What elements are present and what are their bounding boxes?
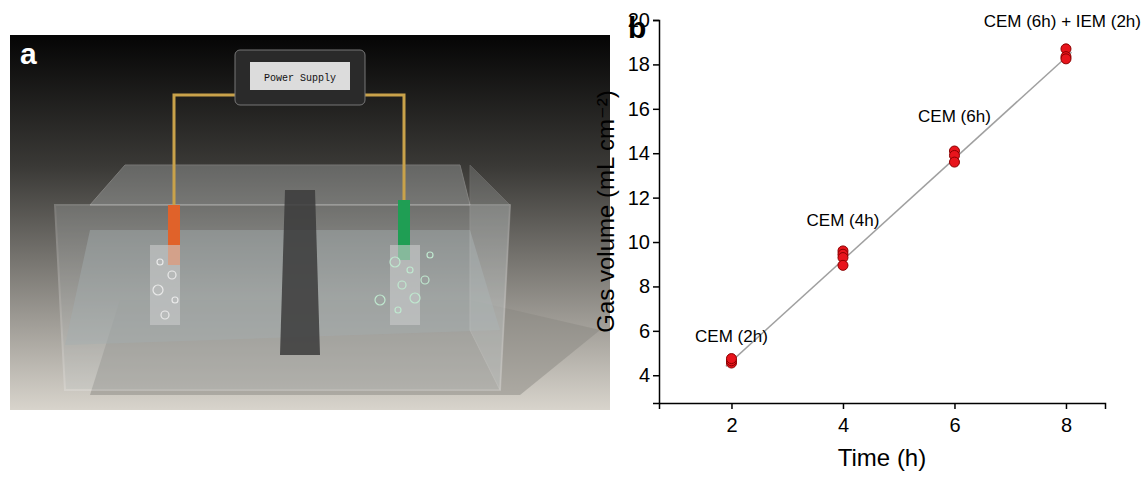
annotation: CEM (2h) — [695, 327, 768, 346]
bubble — [395, 307, 401, 313]
tick-mark — [653, 64, 659, 66]
tick-mark — [843, 403, 845, 409]
tick: 12 — [628, 187, 659, 209]
panel-label: b — [628, 11, 646, 44]
tick-label: 8 — [1061, 414, 1072, 436]
tick-mark — [1066, 403, 1068, 409]
data-point — [949, 157, 959, 167]
panel-label: a — [20, 37, 37, 70]
anode-sheet — [150, 245, 180, 325]
tick-mark — [653, 20, 659, 22]
data-point — [726, 354, 736, 364]
tick: 4 — [838, 403, 849, 436]
bubble — [172, 297, 178, 303]
tick: 16 — [628, 98, 659, 120]
tick-mark — [653, 197, 659, 199]
cathode-sheet — [390, 245, 420, 325]
tick-label: 16 — [628, 98, 650, 120]
bubble — [398, 281, 406, 289]
annotations: CEM (2h) CEM (4h) CEM (6h) CEM (6h) + IEM (… — [695, 12, 1141, 346]
data-point — [838, 260, 848, 270]
x-axis-title: Time (h) — [838, 444, 926, 471]
axis-line — [660, 404, 1106, 410]
tick-mark — [653, 375, 659, 377]
membrane — [280, 190, 320, 355]
tick-mark — [954, 403, 956, 409]
plot-marks — [726, 44, 1072, 368]
tick-label: 6 — [639, 320, 650, 342]
tick: 6 — [949, 403, 960, 436]
wire — [355, 95, 404, 200]
bubble — [153, 285, 163, 295]
power-supply-screen — [250, 62, 350, 90]
power-supply-box — [235, 50, 365, 105]
tick-label: 4 — [838, 414, 849, 436]
bubble — [410, 293, 420, 303]
data-point — [1061, 54, 1071, 64]
tick-label: 18 — [628, 53, 650, 75]
annotation: CEM (6h) + IEM (2h) — [984, 12, 1141, 31]
wire — [174, 95, 245, 205]
tick: 8 — [1061, 403, 1072, 436]
tick: 8 — [639, 275, 659, 297]
y-axis-title: Gas volume (mL cm⁻²) — [592, 90, 619, 332]
tick: 2 — [726, 403, 737, 436]
tick: 14 — [628, 142, 659, 164]
annotation: CEM (4h) — [807, 211, 880, 230]
bubble — [161, 311, 169, 319]
bubble — [427, 252, 433, 258]
tick-label: 2 — [726, 414, 737, 436]
bubble — [168, 271, 176, 279]
y-axis: 468101214161820 — [628, 9, 660, 404]
annotation: CEM (6h) — [918, 107, 991, 126]
tick-label: 12 — [628, 187, 650, 209]
x-axis: 2 4 6 8 — [660, 403, 1106, 436]
tick-label: 8 — [639, 275, 650, 297]
bubble — [421, 276, 429, 284]
panel-a: Power Supply a — [10, 35, 610, 410]
tick: 10 — [628, 231, 659, 253]
bubble — [390, 257, 400, 267]
tick-mark — [731, 403, 733, 409]
tick-mark — [653, 153, 659, 155]
tank-back — [90, 165, 470, 205]
panel-b: 2468468101214161820Time (h)Gas volume (m… — [592, 9, 1141, 471]
bubble — [407, 267, 413, 273]
bubble — [375, 295, 385, 305]
power-supply-label: Power Supply — [264, 73, 336, 84]
tick-label: 10 — [628, 231, 650, 253]
tick-mark — [653, 242, 659, 244]
tank-side — [470, 165, 510, 390]
axis-line — [653, 21, 660, 404]
tick: 6 — [639, 320, 659, 342]
tick-label: 4 — [639, 364, 650, 386]
tick-mark — [653, 286, 659, 288]
tick-label: 6 — [949, 414, 960, 436]
figure: Power Supplya2468468101214161820Time (h)… — [0, 0, 1147, 480]
fit-line — [726, 52, 1072, 366]
bubble — [157, 259, 163, 265]
background — [10, 35, 610, 410]
tick-label: 14 — [628, 142, 650, 164]
tick-mark — [653, 331, 659, 333]
tick: 18 — [628, 53, 659, 75]
tick-mark — [653, 109, 659, 111]
tick: 4 — [639, 364, 659, 386]
